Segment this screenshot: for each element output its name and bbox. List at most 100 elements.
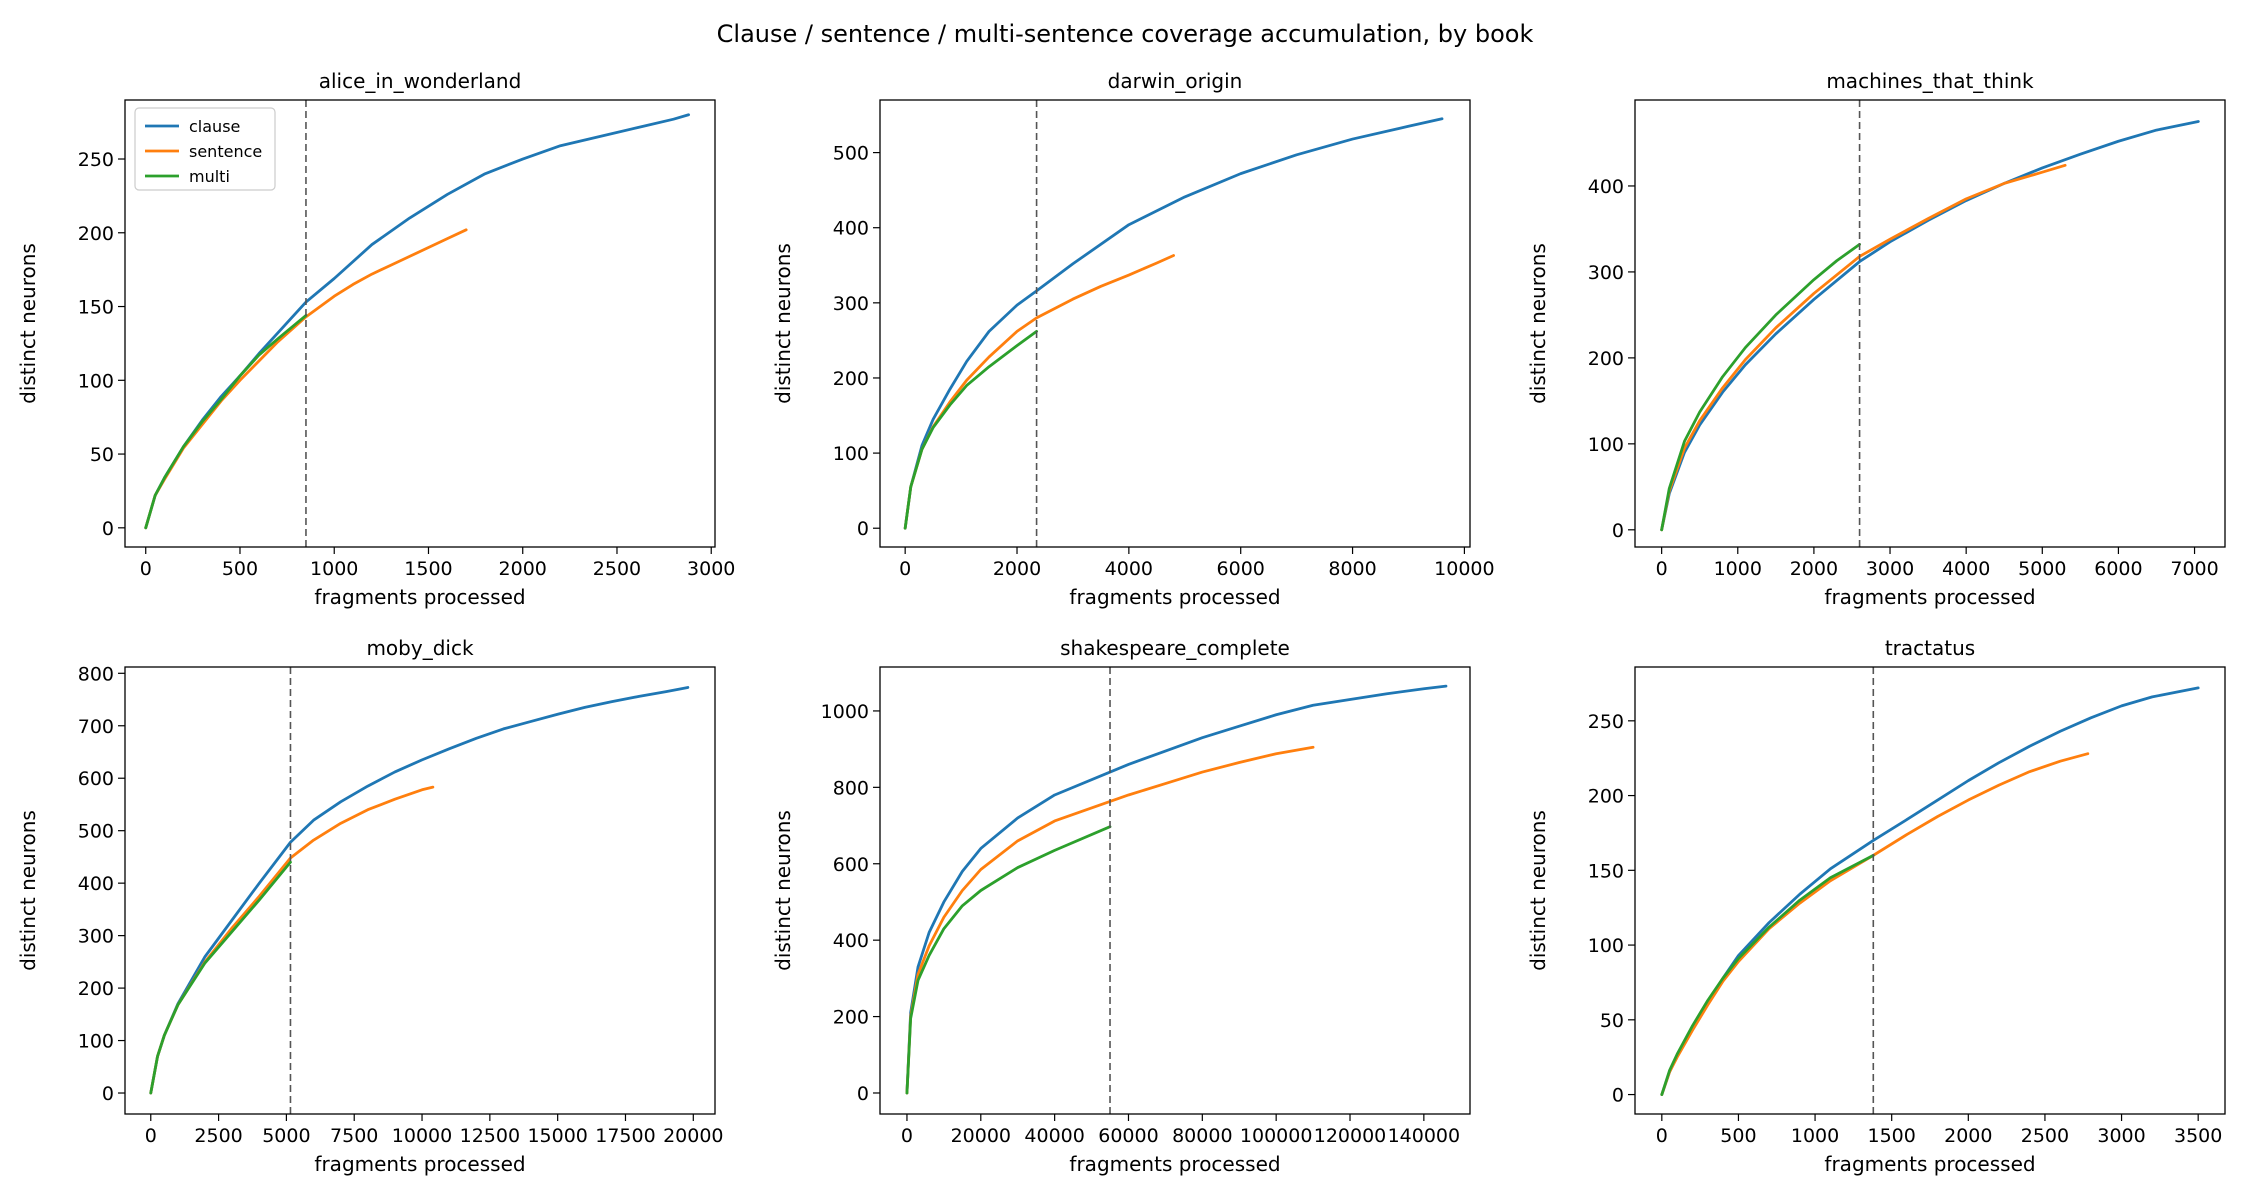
y-axis-label: distinct neurons	[771, 243, 795, 404]
y-tick-label: 100	[1588, 434, 1624, 456]
x-axis-label: fragments processed	[1069, 1152, 1280, 1176]
x-axis-label: fragments processed	[314, 585, 525, 609]
y-tick-label: 50	[90, 444, 114, 466]
subplot-title: tractatus	[1885, 636, 1975, 660]
x-axis-label: fragments processed	[314, 1152, 525, 1176]
x-tick-label: 0	[1656, 558, 1668, 580]
x-tick-label: 140000	[1388, 1125, 1461, 1147]
x-tick-label: 500	[222, 558, 258, 580]
series-group	[905, 684, 1448, 1095]
subplot-darwin_origin: darwin_origin 0 2000 4000 6000 8000 10000 0 100 2…	[771, 69, 1495, 609]
series-group	[1660, 686, 2200, 1096]
x-tick-label: 10000	[392, 1125, 452, 1147]
y-tick-label: 150	[78, 297, 114, 319]
plot-frame	[1634, 99, 2226, 548]
x-axis-label: fragments processed	[1824, 585, 2035, 609]
y-axis-label: distinct neurons	[16, 810, 40, 971]
plot-frame	[879, 666, 1471, 1115]
plot-area	[880, 667, 1470, 1114]
x-tick-label: 2000	[499, 558, 547, 580]
x-tick-label: 2000	[993, 558, 1041, 580]
x-tick-label: 2500	[194, 1125, 242, 1147]
x-tick-label: 2500	[593, 558, 641, 580]
x-tick-label: 1500	[1868, 1125, 1916, 1147]
y-tick-label: 300	[833, 293, 869, 315]
y-tick-label: 0	[857, 1083, 869, 1105]
x-tick-label: 0	[901, 1125, 913, 1147]
y-tick-label: 400	[78, 873, 114, 895]
subplot-title: machines_that_think	[1826, 69, 2034, 93]
y-tick-label: 500	[78, 821, 114, 843]
x-tick-label: 40000	[1024, 1125, 1084, 1147]
y-axis-label: distinct neurons	[1526, 810, 1550, 971]
series-line-multi	[149, 860, 292, 1095]
x-tick-label: 20000	[663, 1125, 723, 1147]
x-tick-label: 1000	[1791, 1125, 1839, 1147]
y-axis-label: distinct neurons	[771, 810, 795, 971]
x-axis-label: fragments processed	[1069, 585, 1280, 609]
y-tick-label: 200	[1588, 348, 1624, 370]
y-tick-label: 200	[833, 1007, 869, 1029]
y-tick-label: 0	[857, 518, 869, 540]
x-axis-label: fragments processed	[1824, 1152, 2035, 1176]
x-tick-label: 100000	[1240, 1125, 1313, 1147]
x-tick-label: 0	[1656, 1125, 1668, 1147]
x-tick-label: 6000	[2094, 558, 2142, 580]
plot-area	[1635, 100, 2225, 547]
x-tick-label: 4000	[1942, 558, 1990, 580]
legend-label-multi: multi	[189, 167, 230, 186]
series-line-multi	[905, 825, 1112, 1095]
subplot-title: moby_dick	[366, 636, 473, 660]
legend-box	[134, 107, 276, 191]
x-tick-label: 3000	[1866, 558, 1914, 580]
x-tick-label: 2500	[2021, 1125, 2069, 1147]
x-tick-label: 10000	[1434, 558, 1494, 580]
y-tick-label: 300	[1588, 262, 1624, 284]
series-line-sentence	[905, 745, 1315, 1095]
y-tick-label: 100	[78, 1031, 114, 1053]
x-tick-label: 3000	[687, 558, 735, 580]
x-tick-label: 17500	[595, 1125, 655, 1147]
series-line-sentence	[1660, 752, 2090, 1096]
x-tick-label: 5000	[262, 1125, 310, 1147]
plot-area	[125, 667, 715, 1114]
legend-label-clause: clause	[189, 117, 240, 136]
y-tick-label: 100	[1588, 935, 1624, 957]
plot-frame	[1634, 666, 2226, 1115]
y-tick-label: 500	[833, 143, 869, 165]
y-tick-label: 400	[833, 218, 869, 240]
x-tick-label: 8000	[1328, 558, 1376, 580]
y-tick-label: 50	[1600, 1010, 1624, 1032]
y-tick-label: 100	[78, 370, 114, 392]
y-tick-label: 200	[78, 223, 114, 245]
subplot-title: shakespeare_complete	[1060, 636, 1290, 660]
y-tick-label: 400	[833, 930, 869, 952]
series-line-multi	[1660, 853, 1875, 1096]
y-tick-label: 200	[1588, 786, 1624, 808]
x-tick-label: 4000	[1105, 558, 1153, 580]
y-tick-label: 250	[1588, 711, 1624, 733]
x-tick-label: 15000	[527, 1125, 587, 1147]
y-tick-label: 1000	[821, 701, 869, 723]
x-tick-label: 12500	[460, 1125, 520, 1147]
subplot-moby_dick: moby_dick 0 2500 5000 7500 10000 12500 15000 175…	[16, 636, 724, 1176]
series-line-sentence	[1660, 163, 2067, 532]
x-tick-label: 0	[145, 1125, 157, 1147]
x-tick-label: 1500	[404, 558, 452, 580]
y-tick-label: 100	[833, 443, 869, 465]
y-tick-label: 150	[1588, 860, 1624, 882]
series-line-multi	[903, 329, 1038, 530]
plot-frame	[879, 99, 1471, 548]
plot-frame	[124, 666, 716, 1115]
x-tick-label: 3000	[2097, 1125, 2145, 1147]
x-tick-label: 7500	[330, 1125, 378, 1147]
series-line-clause	[905, 684, 1448, 1095]
legend-label-sentence: sentence	[189, 142, 262, 161]
series-group	[144, 113, 691, 530]
x-tick-label: 6000	[1217, 558, 1265, 580]
series-line-clause	[149, 686, 690, 1095]
y-tick-label: 200	[833, 368, 869, 390]
series-group	[149, 686, 690, 1095]
